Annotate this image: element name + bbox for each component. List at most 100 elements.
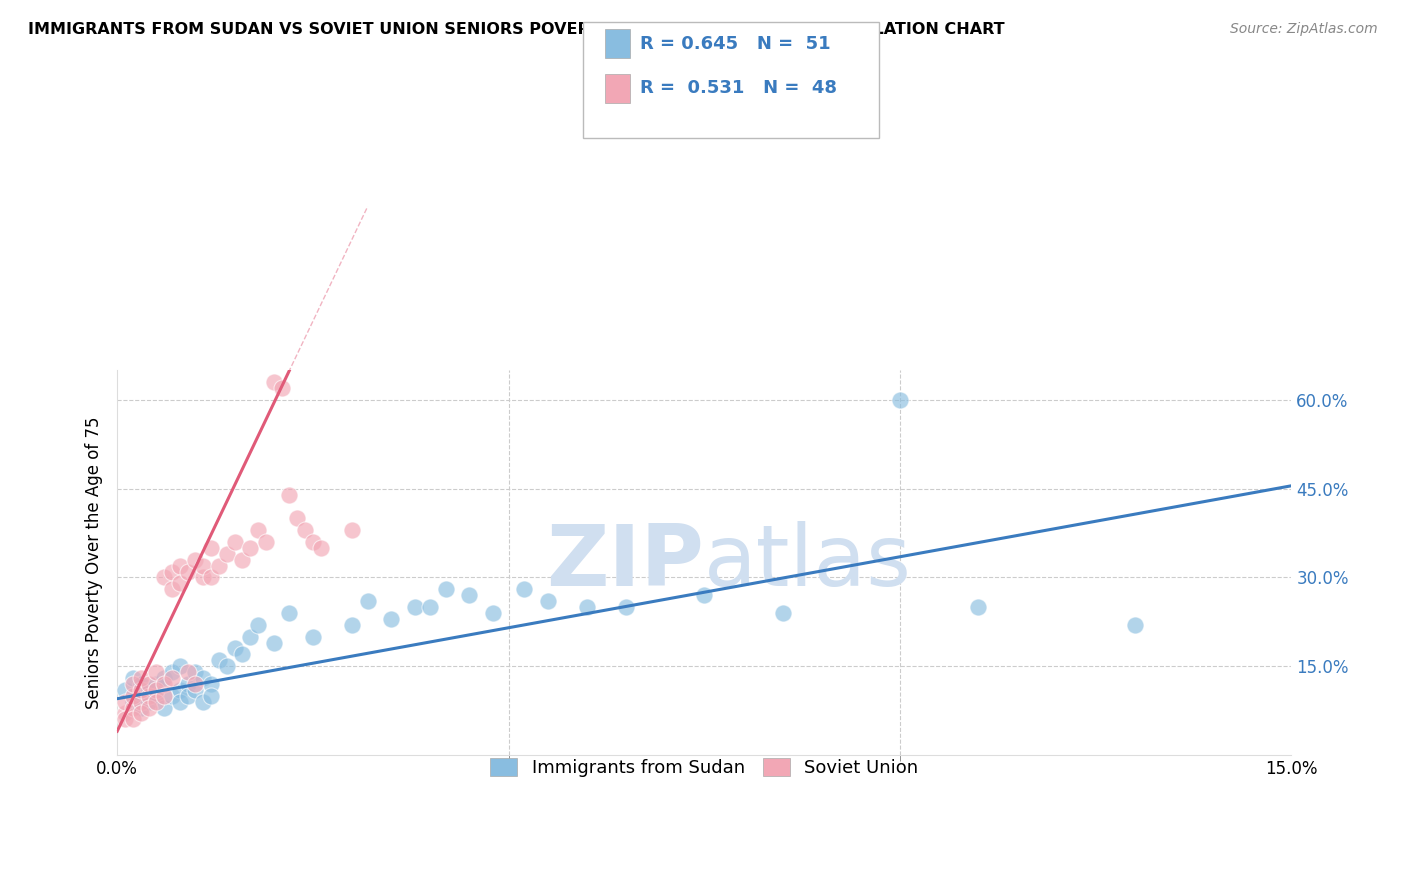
Point: [121, 677, 143, 691]
Text: R =  0.531   N =  48: R = 0.531 N = 48: [640, 79, 837, 97]
Point: [153, 677, 176, 691]
Point: [239, 541, 262, 555]
Point: [285, 511, 308, 525]
Point: [129, 689, 152, 703]
Point: [200, 570, 222, 584]
Point: [114, 695, 136, 709]
Point: [169, 576, 191, 591]
Point: [129, 677, 152, 691]
Point: [176, 565, 198, 579]
Text: ZIP: ZIP: [547, 521, 704, 604]
Text: R = 0.645   N =  51: R = 0.645 N = 51: [640, 35, 831, 53]
Point: [129, 671, 152, 685]
Point: [153, 570, 176, 584]
Point: [263, 376, 285, 390]
Point: [145, 682, 167, 697]
Point: [129, 700, 152, 714]
Point: [278, 606, 301, 620]
Point: [121, 713, 143, 727]
Point: [278, 488, 301, 502]
Point: [153, 671, 176, 685]
Point: [129, 695, 152, 709]
Point: [247, 617, 270, 632]
Point: [169, 695, 191, 709]
Point: [772, 606, 794, 620]
Point: [129, 706, 152, 721]
Point: [302, 535, 325, 549]
Point: [693, 588, 716, 602]
Point: [121, 700, 143, 714]
Point: [270, 381, 292, 395]
Point: [184, 677, 207, 691]
Point: [153, 689, 176, 703]
Point: [145, 665, 167, 679]
Point: [215, 659, 238, 673]
Point: [482, 606, 505, 620]
Point: [153, 700, 176, 714]
Point: [169, 558, 191, 573]
Point: [614, 600, 637, 615]
Point: [254, 535, 277, 549]
Point: [263, 635, 285, 649]
Point: [184, 552, 207, 566]
Point: [340, 617, 363, 632]
Point: [169, 682, 191, 697]
Point: [160, 582, 183, 597]
Point: [889, 392, 911, 407]
Point: [138, 682, 160, 697]
Point: [357, 594, 380, 608]
Point: [239, 630, 262, 644]
Point: [176, 665, 198, 679]
Point: [200, 541, 222, 555]
Point: [176, 689, 198, 703]
Point: [380, 612, 402, 626]
Point: [193, 671, 215, 685]
Point: [114, 713, 136, 727]
Point: [208, 558, 231, 573]
Point: [224, 641, 246, 656]
Point: [129, 682, 152, 697]
Point: [114, 682, 136, 697]
Point: [193, 695, 215, 709]
Point: [145, 695, 167, 709]
Point: [160, 671, 183, 685]
Point: [121, 695, 143, 709]
Point: [208, 653, 231, 667]
Point: [160, 689, 183, 703]
Point: [434, 582, 457, 597]
Point: [215, 547, 238, 561]
Point: [309, 541, 332, 555]
Point: [193, 558, 215, 573]
Point: [138, 695, 160, 709]
Point: [224, 535, 246, 549]
Point: [458, 588, 481, 602]
Point: [247, 523, 270, 537]
Point: [114, 706, 136, 721]
Point: [145, 677, 167, 691]
Point: [184, 682, 207, 697]
Point: [967, 600, 990, 615]
Point: [138, 700, 160, 714]
Point: [1123, 617, 1146, 632]
Point: [200, 677, 222, 691]
Point: [121, 671, 143, 685]
Point: [145, 689, 167, 703]
Point: [302, 630, 325, 644]
Text: Source: ZipAtlas.com: Source: ZipAtlas.com: [1230, 22, 1378, 37]
Point: [575, 600, 598, 615]
Point: [231, 648, 253, 662]
Point: [138, 677, 160, 691]
Text: atlas: atlas: [704, 521, 912, 604]
Point: [294, 523, 316, 537]
Point: [184, 665, 207, 679]
Point: [121, 689, 143, 703]
Point: [193, 570, 215, 584]
Text: IMMIGRANTS FROM SUDAN VS SOVIET UNION SENIORS POVERTY OVER THE AGE OF 75 CORRELA: IMMIGRANTS FROM SUDAN VS SOVIET UNION SE…: [28, 22, 1005, 37]
Point: [160, 665, 183, 679]
Point: [138, 689, 160, 703]
Point: [340, 523, 363, 537]
Point: [537, 594, 560, 608]
Point: [200, 689, 222, 703]
Point: [231, 552, 253, 566]
Point: [169, 659, 191, 673]
